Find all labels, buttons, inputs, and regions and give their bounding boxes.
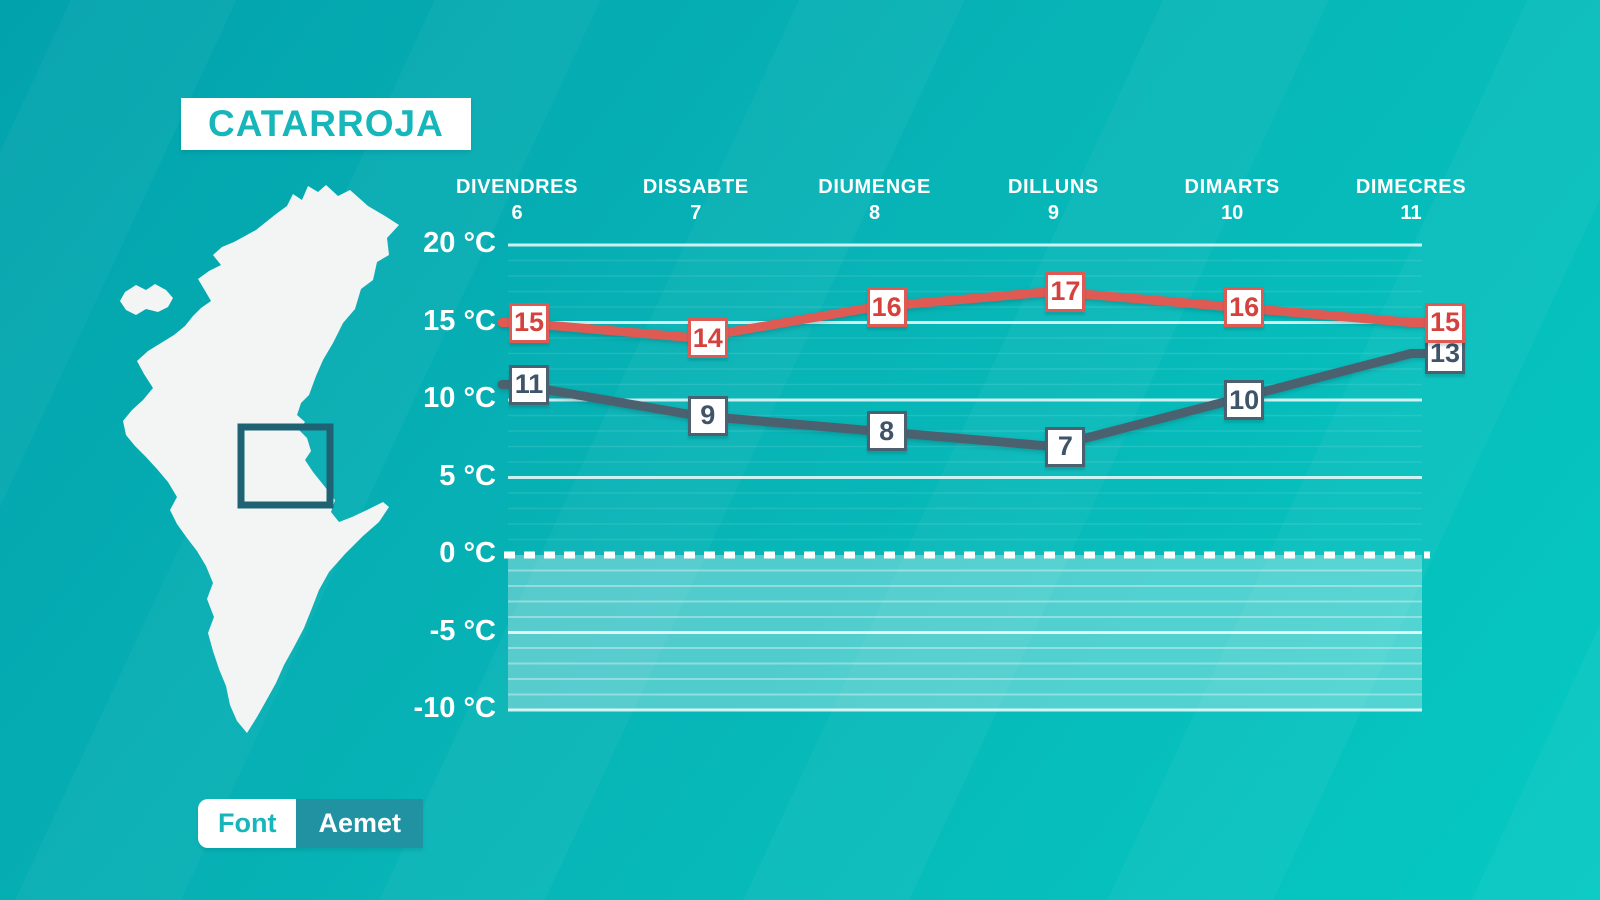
valencia-map-svg bbox=[120, 185, 399, 733]
day-label: DILLUNS 9 bbox=[963, 176, 1143, 225]
max-temperature-line bbox=[497, 287, 1442, 343]
catarroja-highlight-square bbox=[237, 423, 334, 509]
y-axis-label: -10 °C bbox=[413, 692, 496, 724]
day-name: DILLUNS bbox=[1007, 176, 1099, 198]
source-label: Font bbox=[198, 799, 297, 848]
day-date: 8 bbox=[869, 202, 881, 224]
y-axis-label: 5 °C bbox=[439, 459, 496, 492]
y-axis-label: 10 °C bbox=[423, 382, 496, 414]
y-axis-label: 0 °C bbox=[439, 537, 496, 569]
source-attribution: Font Aemet bbox=[198, 799, 424, 848]
day-name: DIVENDRES bbox=[455, 176, 579, 198]
day-label: DIMECRES 11 bbox=[1321, 176, 1501, 225]
min-temperature-value-label: 7 bbox=[1045, 426, 1086, 467]
valencia-region-shape bbox=[123, 185, 399, 733]
ademuz-exclave-shape bbox=[120, 284, 173, 315]
source-value: Aemet bbox=[296, 799, 424, 848]
region-map bbox=[80, 160, 440, 780]
min-temperature-value-label: 9 bbox=[687, 395, 728, 436]
max-temperature-value-label: 16 bbox=[866, 287, 907, 327]
max-temperature-value-label: 15 bbox=[1425, 302, 1465, 343]
day-label: DIMARTS 10 bbox=[1142, 176, 1322, 225]
day-name: DIMECRES bbox=[1355, 176, 1467, 198]
day-label: DISSABTE 7 bbox=[606, 176, 786, 225]
max-temperature-value-label: 14 bbox=[687, 318, 728, 358]
day-date: 11 bbox=[1400, 202, 1422, 224]
day-name: DISSABTE bbox=[642, 176, 749, 198]
day-name: DIMARTS bbox=[1184, 176, 1280, 198]
day-date: 9 bbox=[1047, 202, 1059, 224]
day-label: DIVENDRES 6 bbox=[427, 176, 607, 225]
day-label: DIUMENGE 8 bbox=[785, 176, 965, 225]
min-temperature-value-label: 10 bbox=[1224, 380, 1265, 420]
y-axis-label: 20 °C bbox=[423, 227, 496, 259]
max-temperature-value-label: 16 bbox=[1224, 287, 1265, 327]
day-date: 10 bbox=[1221, 202, 1244, 224]
y-axis-label: 15 °C bbox=[423, 304, 496, 337]
max-temperature-value-label: 15 bbox=[509, 302, 549, 343]
location-title: CATARROJA bbox=[208, 103, 444, 144]
max-temperature-value-label: 17 bbox=[1045, 271, 1086, 312]
day-date: 6 bbox=[511, 202, 523, 224]
min-temperature-value-label: 8 bbox=[866, 411, 907, 451]
day-date: 7 bbox=[690, 202, 702, 224]
day-name: DIUMENGE bbox=[818, 176, 931, 198]
min-temperature-value-label: 11 bbox=[509, 364, 549, 405]
location-title-box: CATARROJA bbox=[181, 98, 471, 150]
y-axis-label: -5 °C bbox=[429, 614, 496, 647]
